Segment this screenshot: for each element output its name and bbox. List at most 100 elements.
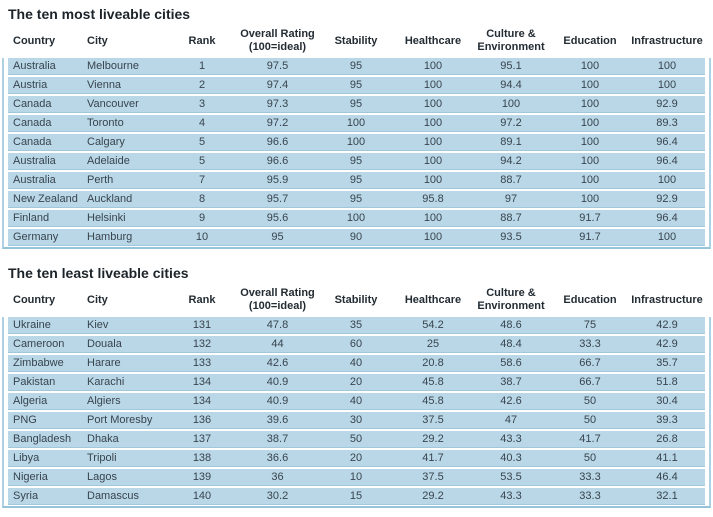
cell-stability: 20 (349, 452, 363, 464)
cell-culture-environment: 93.5 (500, 231, 522, 243)
cell-city: Damascus (87, 490, 139, 502)
least-liveable-table-body: Ukraine Kiev 131 47.8 35 54.2 48.6 75 42… (2, 317, 711, 508)
cell-stability: 40 (349, 395, 363, 407)
cell-culture-environment: 58.6 (500, 357, 522, 369)
cell-education: 100 (580, 193, 600, 205)
col-header-infrastructure: Infrastructure (631, 34, 703, 47)
cell-education: 100 (580, 79, 600, 91)
cell-infrastructure: 46.4 (656, 471, 678, 483)
cell-city: Perth (87, 174, 114, 186)
col-header-education: Education (563, 293, 617, 306)
cell-rank: 132 (192, 338, 212, 350)
cell-rank: 2 (198, 79, 206, 91)
cell-overall-rating: 96.6 (266, 136, 289, 148)
cell-culture-environment: 47 (504, 414, 518, 426)
cell-country: PNG (13, 414, 37, 426)
cell-education: 41.7 (579, 433, 601, 445)
table-row: Syria Damascus 140 30.2 15 29.2 43.3 33.… (8, 488, 705, 505)
cell-overall-rating: 95.9 (266, 174, 289, 186)
cell-country: Nigeria (13, 471, 48, 483)
cell-rank: 3 (198, 98, 206, 110)
cell-stability: 95 (349, 193, 363, 205)
cell-city: Toronto (87, 117, 124, 129)
cell-healthcare: 100 (423, 117, 443, 129)
cell-rank: 5 (198, 136, 206, 148)
cell-healthcare: 100 (423, 155, 443, 167)
cell-stability: 100 (346, 212, 366, 224)
cell-overall-rating: 36.6 (266, 452, 289, 464)
cell-city: Lagos (87, 471, 117, 483)
col-header-healthcare: Healthcare (404, 34, 462, 47)
cell-infrastructure: 89.3 (656, 117, 678, 129)
cell-infrastructure: 92.9 (656, 193, 678, 205)
col-header-infrastructure: Infrastructure (631, 293, 703, 306)
most-liveable-table-title: The ten most liveable cities (8, 6, 191, 22)
cell-country: New Zealand (13, 193, 78, 205)
least-liveable-column-header-row: Country City Rank Overall Rating (100=id… (8, 286, 705, 314)
cell-stability: 100 (346, 117, 366, 129)
cell-stability: 95 (349, 174, 363, 186)
cell-overall-rating: 95 (271, 231, 284, 243)
cell-stability: 20 (349, 376, 363, 388)
col-header-overall-rating: Overall Rating (100=ideal) (240, 28, 315, 53)
cell-rank: 9 (198, 212, 206, 224)
cell-rank: 131 (192, 319, 212, 331)
cell-healthcare: 29.2 (422, 490, 444, 502)
cell-city: Port Moresby (87, 414, 153, 426)
cell-education: 33.3 (579, 471, 601, 483)
cell-healthcare: 41.7 (422, 452, 444, 464)
table-row: Australia Melbourne 1 97.5 95 100 95.1 1… (8, 58, 705, 75)
cell-education: 100 (580, 136, 600, 148)
cell-rank: 139 (192, 471, 212, 483)
cell-infrastructure: 30.4 (656, 395, 678, 407)
cell-healthcare: 100 (423, 98, 443, 110)
cell-country: Germany (13, 231, 59, 243)
cell-country: Australia (13, 155, 56, 167)
cell-overall-rating: 97.4 (266, 79, 289, 91)
cell-education: 33.3 (579, 490, 601, 502)
table-row: Zimbabwe Harare 133 42.6 40 20.8 58.6 66… (8, 355, 705, 372)
col-header-healthcare: Healthcare (404, 293, 462, 306)
cell-rank: 136 (192, 414, 212, 426)
cell-healthcare: 25 (426, 338, 440, 350)
cell-infrastructure: 42.9 (656, 319, 678, 331)
col-header-stability: Stability (334, 293, 378, 306)
cell-stability: 15 (349, 490, 363, 502)
cell-overall-rating: 96.6 (266, 155, 289, 167)
most-liveable-table-body: Australia Melbourne 1 97.5 95 100 95.1 1… (2, 58, 711, 249)
cell-city: Douala (87, 338, 122, 350)
cell-country: Zimbabwe (13, 357, 64, 369)
cell-rank: 137 (192, 433, 212, 445)
cell-rank: 133 (192, 357, 212, 369)
cell-city: Kiev (87, 319, 109, 331)
table-row: Nigeria Lagos 139 36 10 37.5 53.5 33.3 4… (8, 469, 705, 486)
cell-infrastructure: 92.9 (656, 98, 678, 110)
cell-city: Tripoli (87, 452, 117, 464)
cell-rank: 134 (192, 395, 212, 407)
cell-country: Libya (13, 452, 40, 464)
cell-education: 33.3 (579, 338, 601, 350)
cell-stability: 90 (349, 231, 363, 243)
cell-education: 100 (580, 60, 600, 72)
cell-healthcare: 100 (423, 136, 443, 148)
cell-culture-environment: 43.3 (500, 433, 522, 445)
table-row: New Zealand Auckland 8 95.7 95 95.8 97 1… (8, 191, 705, 208)
cell-overall-rating: 42.6 (266, 357, 289, 369)
cell-culture-environment: 95.1 (500, 60, 522, 72)
cell-healthcare: 37.5 (422, 414, 444, 426)
cell-infrastructure: 100 (657, 174, 677, 186)
cell-culture-environment: 43.3 (500, 490, 522, 502)
cell-overall-rating: 38.7 (266, 433, 289, 445)
cell-infrastructure: 39.3 (656, 414, 678, 426)
col-header-country: Country (13, 34, 56, 47)
cell-city: Algiers (87, 395, 121, 407)
cell-infrastructure: 26.8 (656, 433, 678, 445)
cell-country: Canada (13, 136, 52, 148)
cell-culture-environment: 48.4 (500, 338, 522, 350)
cell-rank: 7 (198, 174, 206, 186)
col-header-culture-environment: Culture & Environment (477, 287, 545, 312)
cell-overall-rating: 39.6 (266, 414, 289, 426)
col-header-rank: Rank (188, 293, 216, 306)
cell-stability: 95 (349, 155, 363, 167)
cell-overall-rating: 40.9 (266, 376, 289, 388)
